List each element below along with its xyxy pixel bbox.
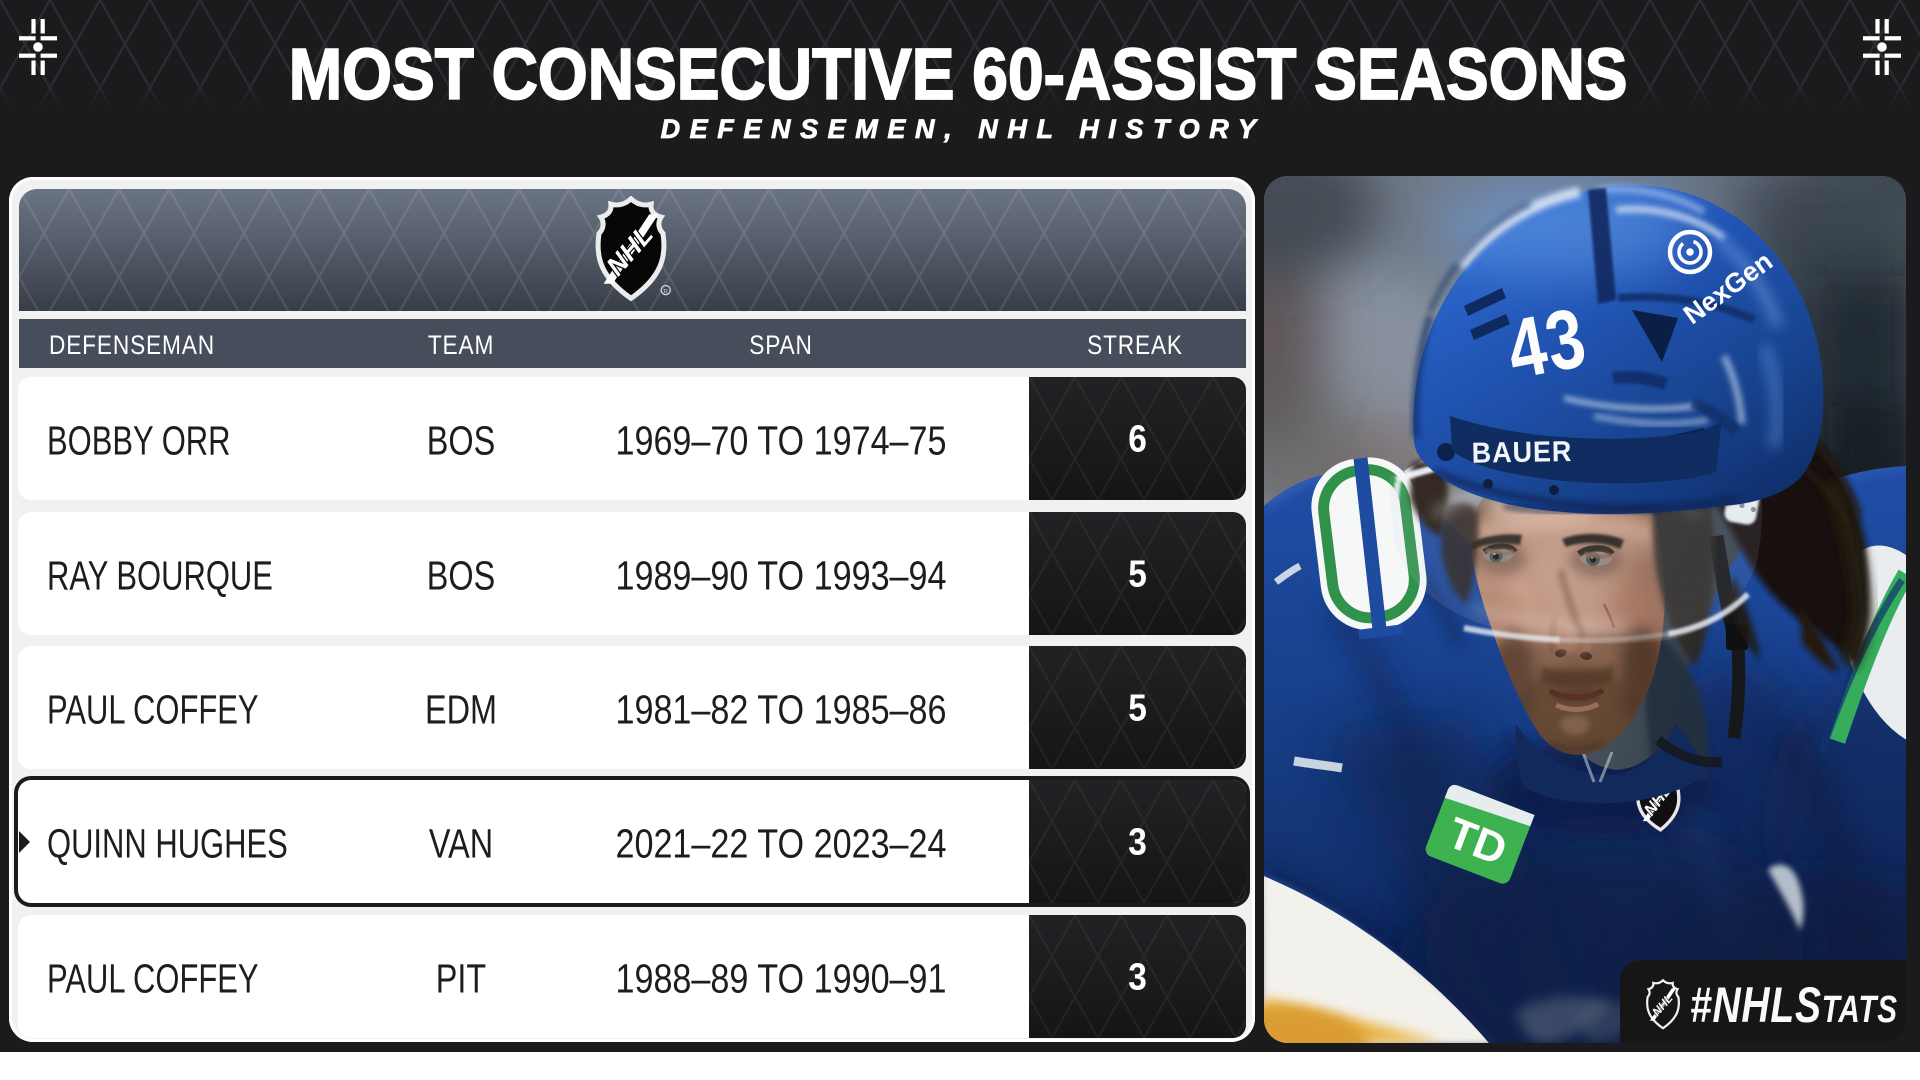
svg-text:#NHLSTATS: #NHLSTATS — [1690, 976, 1898, 1033]
svg-text:R: R — [663, 288, 668, 295]
